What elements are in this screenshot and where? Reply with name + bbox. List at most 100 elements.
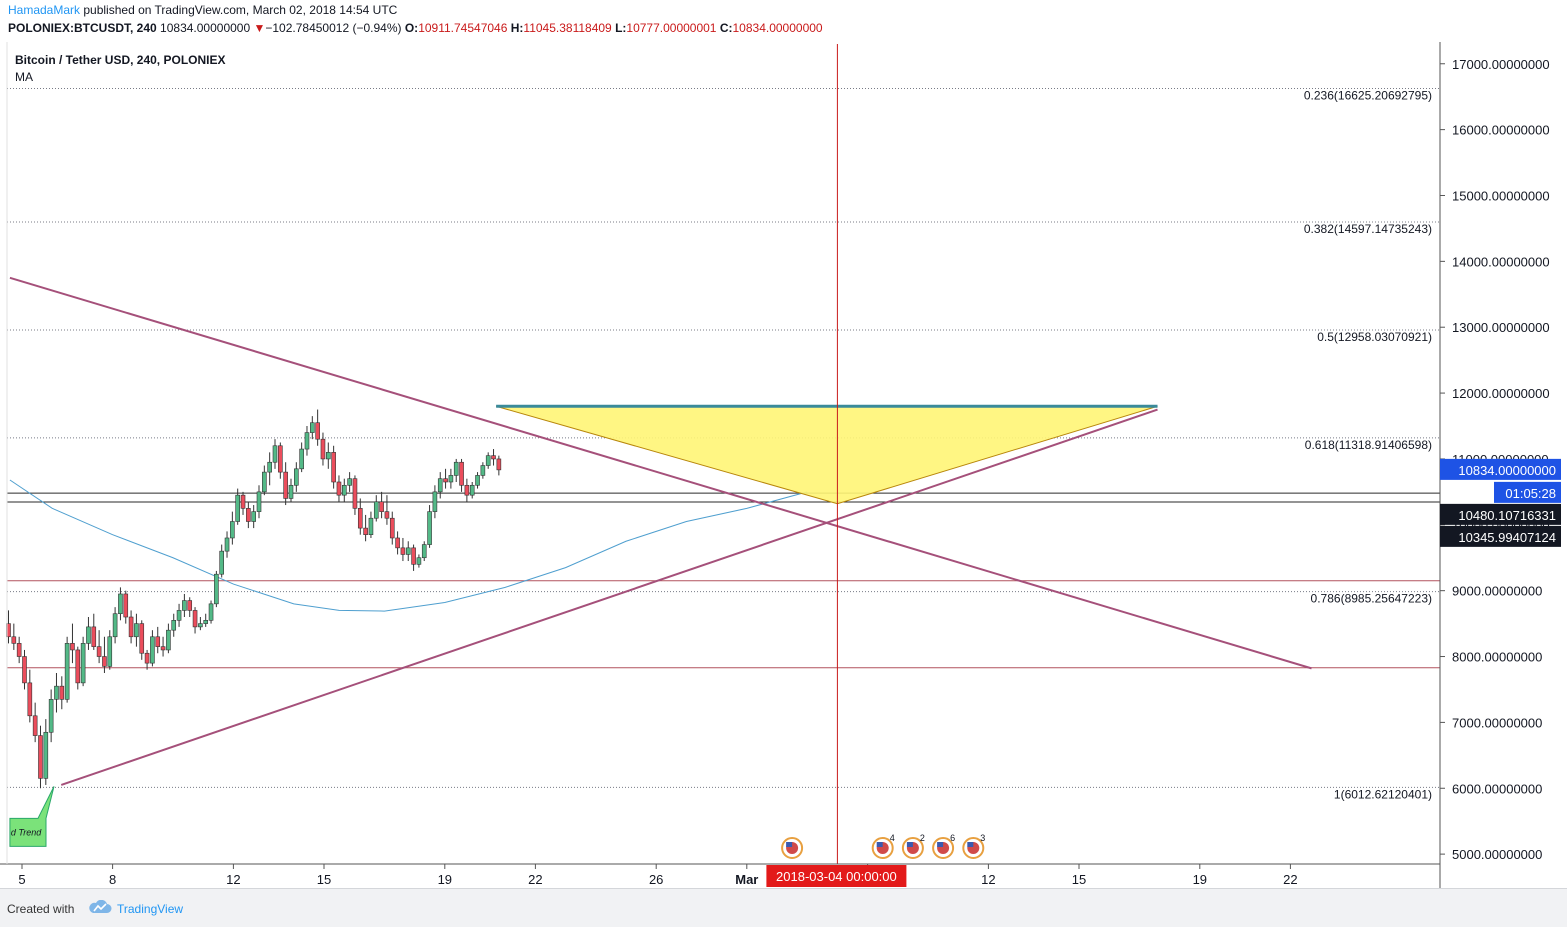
candle <box>304 426 310 456</box>
candle-body <box>363 527 368 535</box>
open-label: O: <box>404 21 419 35</box>
candle-body <box>139 623 145 654</box>
candle <box>235 488 240 525</box>
fib-label-1: 0.382(14597.14735243) <box>1304 222 1432 236</box>
y-tick-label: 12000.00000000 <box>1452 386 1550 401</box>
y-tick-label: 15000.00000000 <box>1452 188 1550 203</box>
candle-body <box>288 484 294 499</box>
close-value: 10834.00000000 <box>732 21 823 35</box>
trendline-0[interactable] <box>9 276 1312 670</box>
candle <box>341 478 347 502</box>
candle-body <box>86 626 91 644</box>
candle-body <box>395 537 400 549</box>
annotation-callout[interactable] <box>9 786 55 847</box>
candle-body <box>150 636 155 664</box>
fib-label-2: 0.5(12958.03070921) <box>1317 330 1432 344</box>
candle-body <box>198 623 203 628</box>
candle <box>246 501 251 529</box>
horizontal-lines <box>7 492 1440 669</box>
candle <box>272 439 278 469</box>
x-tick-label: 15 <box>317 872 331 887</box>
high-label: H: <box>510 21 524 35</box>
candle <box>118 587 123 621</box>
candle-body <box>491 455 496 460</box>
candle <box>352 475 358 515</box>
event-icon-3[interactable]: 6 <box>932 833 955 859</box>
candle <box>405 541 411 562</box>
event-icons[interactable]: 4 2 6 3 <box>781 833 985 859</box>
candle <box>357 498 363 535</box>
chart-title: Bitcoin / Tether USD, 240, POLONIEX <box>15 53 226 67</box>
candle <box>150 630 155 667</box>
candle <box>469 481 475 499</box>
candle-body <box>331 452 336 483</box>
price-tag-bg <box>1494 481 1561 503</box>
tradingview-link[interactable]: TradingView <box>117 902 184 916</box>
candle <box>80 636 86 687</box>
flag-canton-icon <box>937 842 944 847</box>
candle <box>214 570 219 608</box>
candle <box>267 452 272 486</box>
candle <box>395 531 400 555</box>
candle <box>294 462 299 492</box>
candle <box>240 491 246 515</box>
candle <box>54 672 59 713</box>
candle-body <box>459 461 464 486</box>
flag-canton-icon <box>786 842 793 847</box>
candle <box>363 514 368 542</box>
candle-body <box>294 468 299 486</box>
price-chart[interactable]: 0.236(16625.20692795) 0.382(14597.1473524… <box>0 42 1567 888</box>
candle <box>278 442 283 479</box>
ma-line <box>9 479 808 612</box>
candle <box>427 505 432 548</box>
candle <box>27 669 33 723</box>
candle-body <box>405 547 411 555</box>
candle-body <box>448 475 454 483</box>
event-icon-1[interactable]: 4 <box>871 833 895 859</box>
high-value: 11045.38118409 <box>523 21 612 35</box>
candle <box>325 442 331 469</box>
trendline-1[interactable] <box>60 408 1158 786</box>
candle-body <box>251 511 256 522</box>
x-tick-label: 22 <box>528 872 542 887</box>
trendlines[interactable] <box>9 276 1312 786</box>
candle <box>320 432 326 466</box>
candle <box>171 613 177 637</box>
candle <box>432 485 438 519</box>
candle-body <box>11 636 17 644</box>
footer: Created with TradingView <box>0 888 1567 927</box>
price-tag-bg <box>1440 525 1561 547</box>
candle <box>107 630 113 670</box>
event-icon-4[interactable]: 3 <box>962 833 985 859</box>
flag-canton-icon <box>876 842 883 847</box>
candle <box>480 462 486 479</box>
candle <box>187 597 193 618</box>
candle-body <box>389 517 395 539</box>
annotation[interactable]: d Trend <box>9 786 55 847</box>
candle <box>416 554 422 568</box>
triangle-pattern[interactable] <box>496 404 1158 505</box>
candle-body <box>182 600 187 611</box>
y-tick-label: 17000.00000000 <box>1452 57 1550 72</box>
y-tick-label: 13000.00000000 <box>1452 320 1550 335</box>
ohlc-line: POLONIEX:BTCUSDT, 240 10834.00000000 ▼−1… <box>8 21 823 35</box>
tradingview-cloud-icon[interactable] <box>88 900 112 914</box>
candle-body <box>48 699 54 733</box>
candle-body <box>144 652 150 664</box>
indicator-label[interactable]: MA <box>15 70 33 84</box>
x-tick-label: 8 <box>109 872 116 887</box>
time-axis[interactable]: 581215192226Mar8121519222018-03-04 00:00… <box>18 864 1298 887</box>
event-icon-2[interactable]: 2 <box>901 833 925 859</box>
crosshair-date-tag <box>766 865 907 887</box>
candle <box>496 455 502 476</box>
event-icon-0[interactable] <box>781 837 804 859</box>
candle-body <box>315 422 320 440</box>
author-link[interactable]: HamadaMark <box>8 3 81 17</box>
candle <box>43 719 49 785</box>
candle-body <box>464 484 470 496</box>
candle-body <box>192 610 198 628</box>
candle <box>459 458 464 492</box>
candle <box>198 617 203 631</box>
candle-body <box>427 511 432 545</box>
candle <box>38 725 43 789</box>
